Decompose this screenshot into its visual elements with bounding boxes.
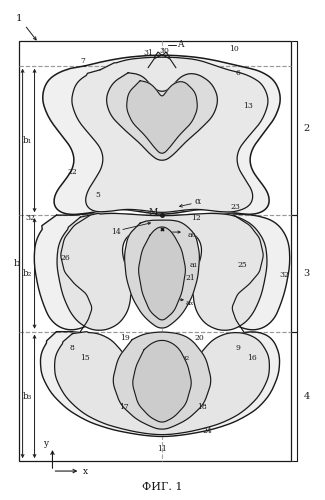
Text: 17: 17 — [119, 404, 129, 411]
Polygon shape — [107, 73, 217, 160]
Text: a₁: a₁ — [190, 261, 198, 269]
Polygon shape — [127, 80, 197, 153]
Text: 18: 18 — [197, 404, 207, 411]
Text: 12: 12 — [191, 214, 201, 222]
Text: 30: 30 — [159, 47, 169, 55]
Text: 14: 14 — [111, 228, 121, 236]
Polygon shape — [72, 57, 268, 212]
Text: 19: 19 — [120, 334, 130, 342]
Text: 32: 32 — [280, 271, 290, 279]
Polygon shape — [34, 214, 290, 330]
Text: 13: 13 — [243, 102, 253, 110]
Bar — [19, 41, 292, 461]
Text: 22: 22 — [68, 168, 77, 176]
Text: x: x — [83, 466, 88, 475]
Text: b: b — [14, 259, 20, 268]
Polygon shape — [57, 214, 267, 330]
Polygon shape — [43, 56, 280, 214]
Text: 24: 24 — [203, 427, 213, 435]
Text: a₂: a₂ — [182, 354, 190, 362]
Text: 11: 11 — [157, 445, 167, 453]
Text: 23: 23 — [231, 203, 240, 211]
Text: b₁: b₁ — [23, 136, 32, 145]
Text: 2: 2 — [303, 124, 309, 132]
Text: 25: 25 — [238, 261, 248, 269]
Text: 21: 21 — [185, 274, 195, 282]
Text: 4: 4 — [303, 392, 309, 401]
Polygon shape — [133, 340, 191, 422]
Text: 26: 26 — [60, 254, 70, 262]
Text: b₃: b₃ — [23, 392, 32, 401]
Text: 16: 16 — [247, 354, 256, 362]
Text: 32: 32 — [26, 214, 35, 222]
Text: 15: 15 — [81, 354, 90, 362]
Text: 10: 10 — [229, 45, 239, 53]
Polygon shape — [113, 332, 211, 429]
Polygon shape — [41, 332, 280, 436]
Text: 31: 31 — [143, 49, 153, 57]
Text: 9: 9 — [235, 344, 240, 351]
Polygon shape — [55, 332, 269, 434]
Text: 8: 8 — [70, 344, 75, 351]
Text: a₀: a₀ — [188, 231, 196, 239]
Text: ФИГ. 1: ФИГ. 1 — [142, 482, 182, 492]
Text: M: M — [149, 208, 158, 216]
Text: 7: 7 — [80, 57, 85, 65]
Text: b₂: b₂ — [23, 269, 32, 278]
Text: 5: 5 — [96, 191, 101, 199]
Text: 20: 20 — [195, 334, 205, 342]
Polygon shape — [139, 227, 185, 320]
Text: 6: 6 — [235, 69, 240, 77]
Text: 3: 3 — [303, 269, 309, 278]
Text: α: α — [195, 196, 201, 205]
Text: 1: 1 — [15, 14, 22, 24]
Text: y: y — [43, 438, 48, 448]
Text: aₓ: aₓ — [186, 299, 194, 307]
Text: A: A — [177, 40, 183, 50]
Polygon shape — [124, 220, 200, 328]
